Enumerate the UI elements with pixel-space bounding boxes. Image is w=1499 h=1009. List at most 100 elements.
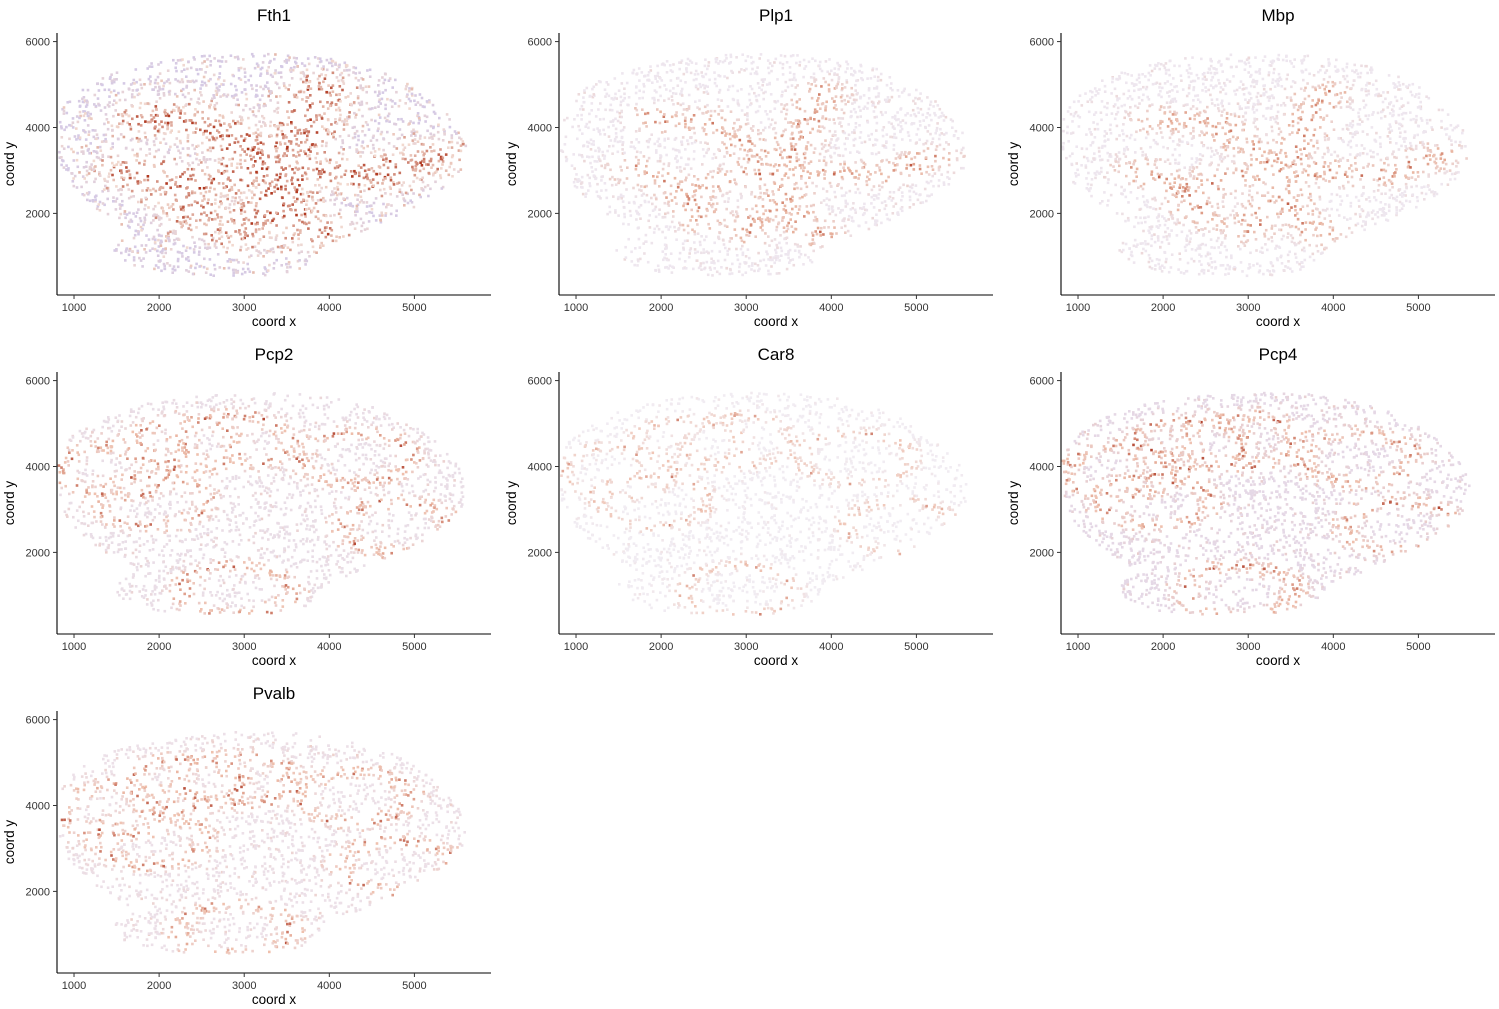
data-point xyxy=(349,92,352,95)
data-point xyxy=(282,82,286,85)
data-point xyxy=(192,251,196,254)
data-point xyxy=(228,203,232,206)
data-point xyxy=(338,192,341,196)
data-point xyxy=(115,78,118,81)
data-point xyxy=(280,123,283,127)
data-point xyxy=(681,223,685,227)
data-point xyxy=(851,102,854,105)
data-point xyxy=(820,147,824,151)
data-point xyxy=(811,231,814,235)
data-point xyxy=(812,219,816,222)
data-point xyxy=(908,189,912,193)
data-point xyxy=(676,102,680,105)
data-point xyxy=(893,117,897,120)
data-point xyxy=(926,96,929,99)
data-point xyxy=(639,217,642,220)
data-point xyxy=(789,121,793,124)
data-point xyxy=(837,80,840,84)
data-point xyxy=(287,261,291,264)
data-point xyxy=(212,94,215,97)
data-point xyxy=(653,142,657,146)
data-point xyxy=(395,147,399,150)
data-point xyxy=(849,234,853,237)
data-point xyxy=(217,59,220,63)
data-point xyxy=(674,136,678,140)
data-point xyxy=(670,199,674,202)
data-point xyxy=(72,184,76,188)
data-point xyxy=(432,125,435,129)
data-point xyxy=(363,189,366,193)
data-point xyxy=(891,197,895,200)
data-point xyxy=(233,202,236,206)
data-point xyxy=(127,114,131,118)
data-point xyxy=(68,137,71,141)
data-point xyxy=(247,201,250,204)
data-point xyxy=(232,96,235,100)
data-point xyxy=(213,267,217,271)
data-point xyxy=(824,170,827,173)
data-point xyxy=(323,226,327,229)
data-point xyxy=(92,168,95,171)
data-point xyxy=(80,150,83,153)
data-point xyxy=(404,191,408,195)
data-point xyxy=(406,201,410,205)
data-point xyxy=(284,173,288,176)
data-point xyxy=(1224,234,1227,237)
data-point xyxy=(644,233,648,237)
data-point xyxy=(821,245,824,248)
data-point xyxy=(199,91,202,94)
data-point xyxy=(290,110,294,113)
data-point xyxy=(115,197,119,200)
data-point xyxy=(240,134,243,138)
data-point xyxy=(186,162,190,165)
data-point xyxy=(141,265,144,268)
data-point xyxy=(296,259,300,263)
data-point xyxy=(400,133,404,137)
data-point xyxy=(962,166,965,170)
data-point xyxy=(338,85,342,88)
data-point xyxy=(674,92,678,95)
data-point xyxy=(732,127,735,130)
data-point xyxy=(898,186,902,189)
data-point xyxy=(274,147,278,150)
data-point xyxy=(837,76,841,79)
data-point xyxy=(735,210,738,213)
data-point xyxy=(622,126,626,129)
data-point xyxy=(840,194,844,198)
data-point xyxy=(593,160,597,163)
data-point xyxy=(740,143,744,147)
data-point xyxy=(291,148,295,152)
data-point xyxy=(878,166,881,169)
data-point xyxy=(795,152,799,156)
data-point xyxy=(286,54,290,58)
data-point xyxy=(908,151,911,154)
data-point xyxy=(126,121,129,125)
data-point xyxy=(120,176,123,179)
data-point xyxy=(179,151,182,155)
data-point xyxy=(209,77,212,81)
data-point xyxy=(784,209,788,212)
data-point xyxy=(203,60,206,63)
data-point xyxy=(749,85,752,88)
data-point xyxy=(773,136,777,140)
data-point xyxy=(596,194,600,198)
data-point xyxy=(342,120,346,124)
data-point xyxy=(165,175,169,178)
data-point xyxy=(386,173,390,177)
data-point xyxy=(246,167,250,170)
data-point xyxy=(285,226,288,230)
data-point xyxy=(693,73,697,76)
data-point xyxy=(744,271,748,274)
data-point xyxy=(367,107,371,111)
data-point xyxy=(731,135,735,138)
data-point xyxy=(680,140,684,143)
data-point xyxy=(178,251,181,254)
data-point xyxy=(913,156,917,159)
data-point xyxy=(250,158,253,161)
y-axis-title: coord y xyxy=(504,142,519,187)
data-point xyxy=(195,127,198,130)
data-point xyxy=(262,142,265,146)
data-point xyxy=(274,238,278,241)
data-point xyxy=(696,250,700,254)
data-point xyxy=(221,137,225,141)
